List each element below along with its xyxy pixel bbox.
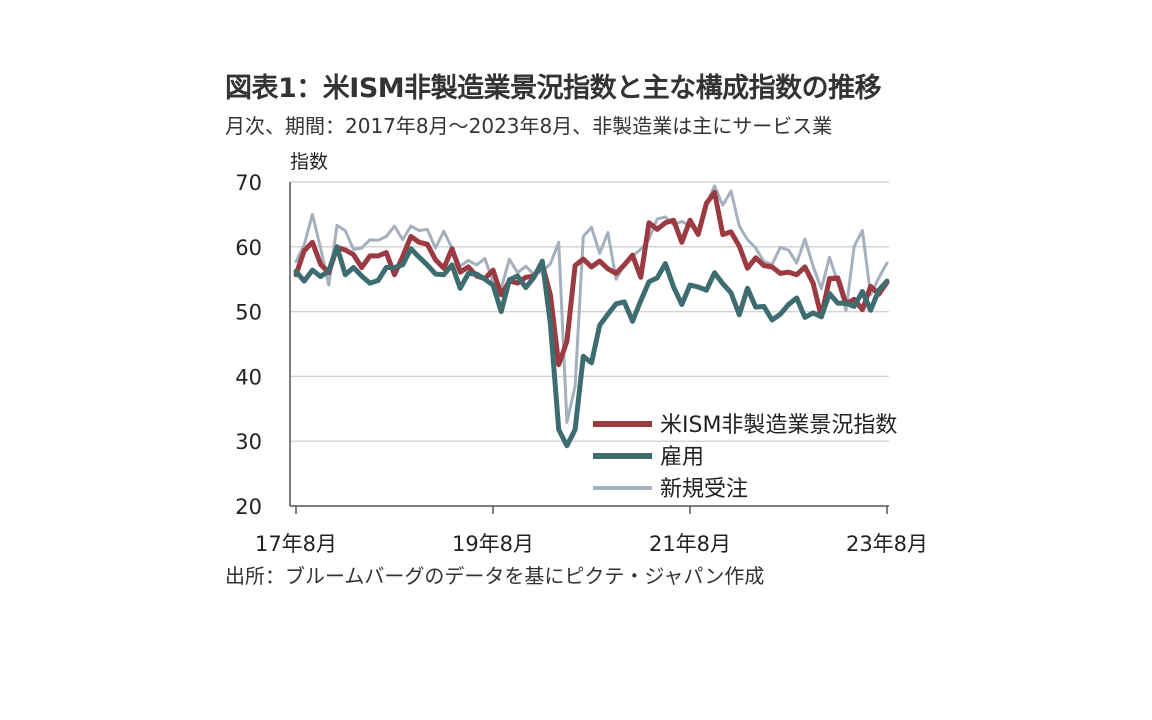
legend-label: 米ISM非製造業景況指数 (660, 413, 897, 438)
series-line-0 (293, 189, 890, 368)
y-tick-label: 30 (235, 430, 262, 454)
chart-title: 図表1：米ISM非製造業景況指数と主な構成指数の推移 (225, 73, 882, 104)
y-tick-label: 40 (235, 365, 262, 389)
series-line-2 (294, 184, 889, 424)
chart-subtitle: 月次、期間：2017年8月～2023年8月、非製造業は主にサービス業 (225, 114, 833, 138)
series-line-1 (293, 244, 890, 449)
legend-label: 雇用 (660, 445, 704, 470)
x-tick-label: 21年8月 (649, 532, 731, 556)
y-tick-label: 20 (235, 495, 262, 519)
y-tick-label: 50 (235, 301, 262, 325)
x-tick-label: 23年8月 (846, 532, 928, 556)
source-note: 出所：ブルームバーグのデータを基にピクテ・ジャパン作成 (225, 564, 765, 588)
y-tick-label: 70 (235, 171, 262, 195)
x-tick-label: 19年8月 (452, 532, 534, 556)
legend-label: 新規受注 (660, 477, 748, 502)
y-axis-label: 指数 (290, 151, 328, 173)
y-tick-label: 60 (235, 236, 262, 260)
x-tick-label: 17年8月 (255, 532, 337, 556)
